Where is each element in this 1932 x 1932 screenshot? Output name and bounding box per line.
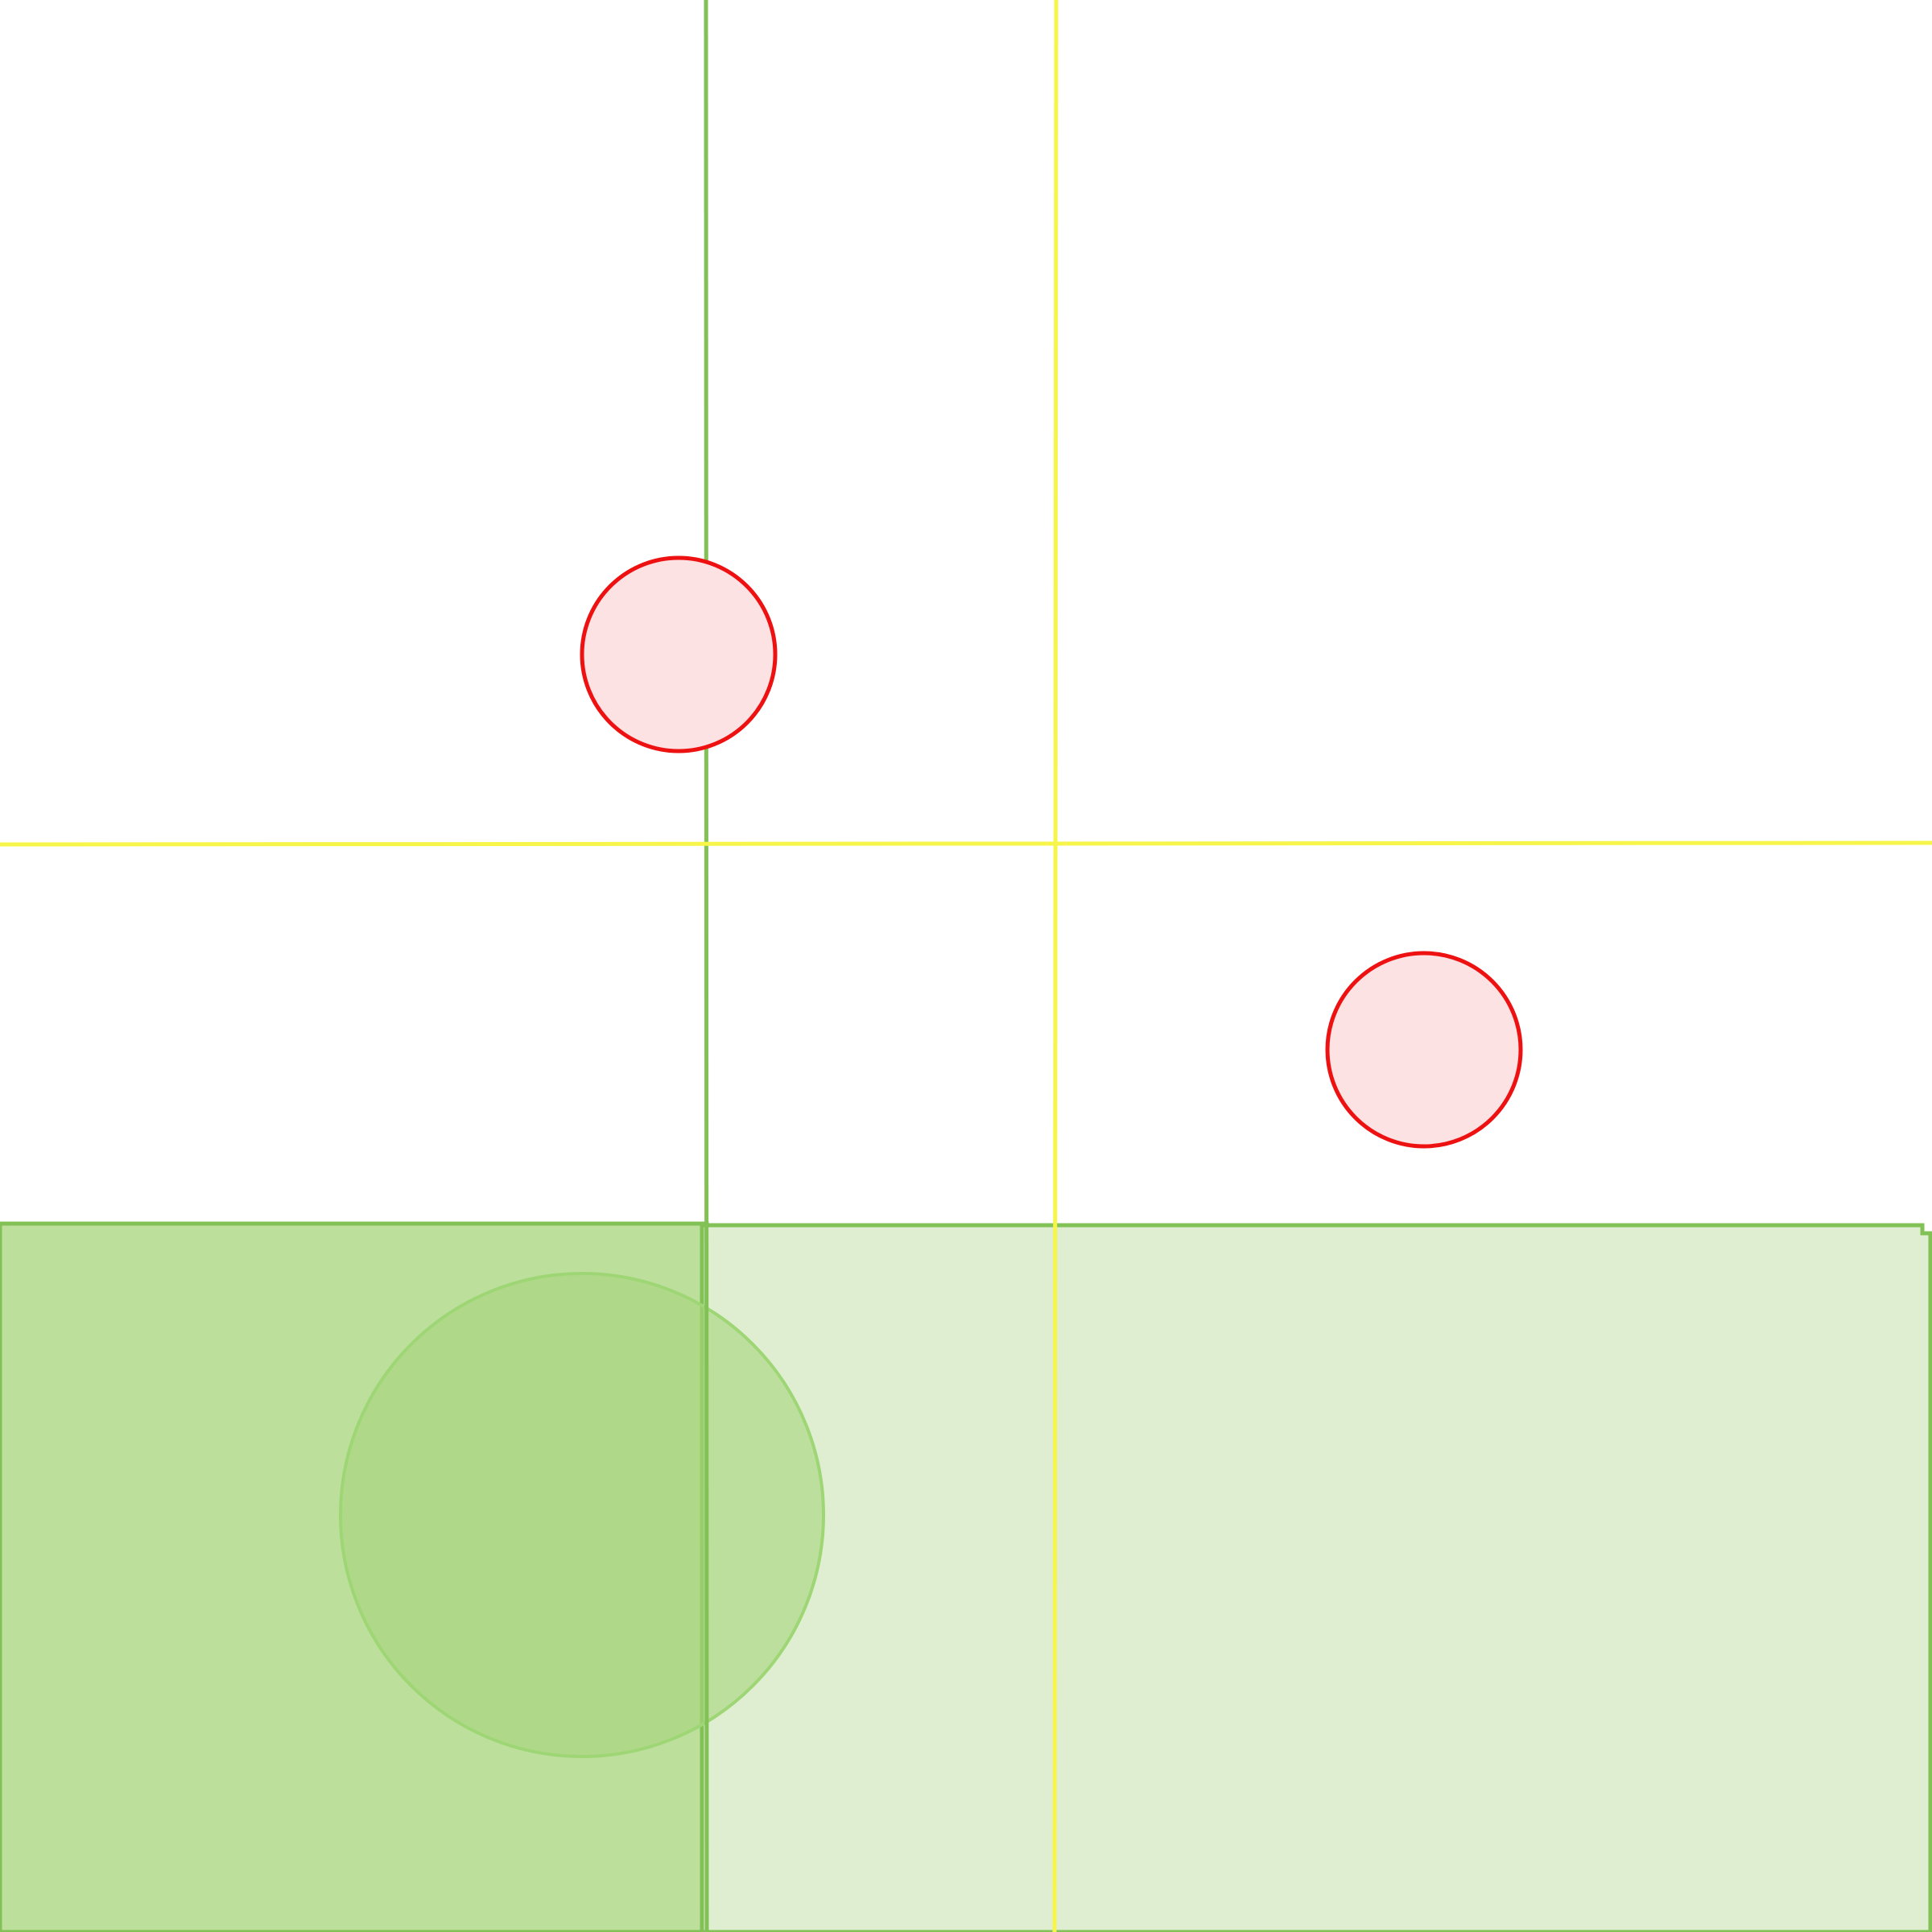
green-zone[interactable] (339, 1272, 825, 1758)
marker-east[interactable] (1325, 951, 1523, 1149)
road-vertical[interactable] (1052, 0, 1059, 1932)
boundary-vertical (704, 0, 709, 1932)
road-horizontal[interactable] (0, 840, 1932, 847)
marker-north[interactable] (580, 555, 778, 753)
parcel-east[interactable] (700, 1223, 1932, 1932)
